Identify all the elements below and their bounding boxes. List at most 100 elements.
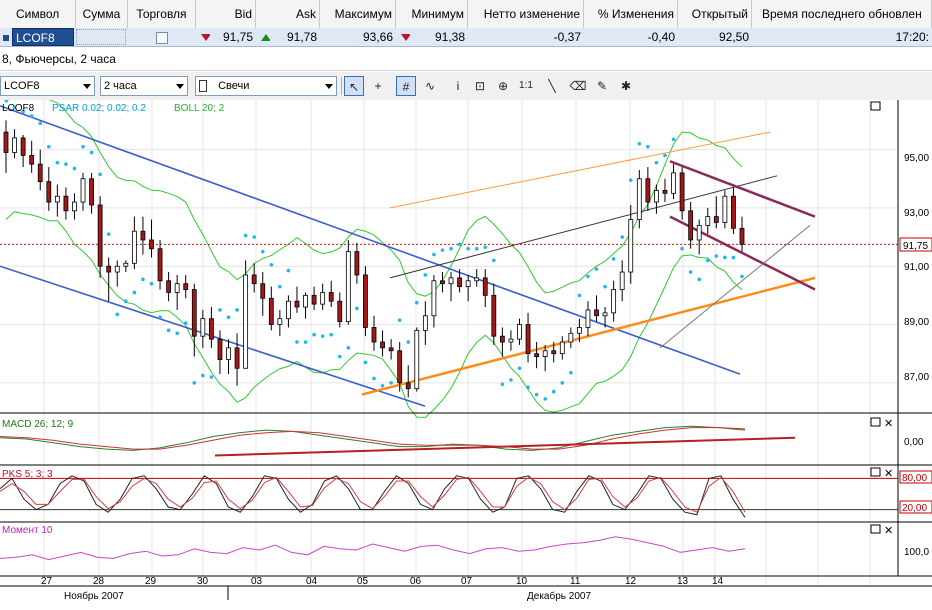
col-header-net-change[interactable]: Нетто изменение	[468, 0, 584, 28]
chevron-down-icon	[325, 84, 333, 89]
candle-body	[594, 309, 599, 317]
candle-body	[499, 335, 505, 343]
trendline	[214, 436, 796, 457]
close-pane-icon[interactable]: ✕	[884, 467, 893, 480]
chart-canvas[interactable]: LCOF8 PSAR 0.02; 0.02; 0.2 BOLL 20; 2 MA…	[0, 100, 932, 610]
legend-symbol[interactable]: LCOF8	[2, 103, 35, 114]
one-to-one-icon[interactable]: 1:1	[519, 80, 533, 91]
col-header-open[interactable]: Открытый	[678, 0, 752, 28]
psar-dot	[278, 284, 282, 289]
maximize-pane-icon[interactable]	[870, 417, 881, 427]
trendline	[659, 224, 811, 349]
psar-dot	[509, 378, 513, 382]
legend-momentum[interactable]: Момент 10	[2, 525, 53, 536]
pks-panel[interactable]	[0, 475, 898, 518]
maximize-pane-icon[interactable]	[870, 524, 881, 534]
price-panel[interactable]	[0, 100, 898, 418]
col-header-ask[interactable]: Ask	[256, 0, 320, 28]
psar-dot	[46, 144, 51, 149]
psar-dot	[175, 331, 179, 336]
psar-dot	[64, 162, 68, 166]
candle-body	[431, 280, 437, 317]
psar-dot	[252, 235, 256, 239]
time-axis: 27 28 29 30 03 04 05 06 07 10 11 12 13 14	[41, 576, 724, 587]
psar-dot	[654, 160, 659, 165]
legend-psar[interactable]: PSAR 0.02; 0.02; 0.2	[52, 103, 146, 114]
legend-boll[interactable]: BOLL 20; 2	[174, 103, 225, 114]
amount-cell[interactable]	[76, 29, 126, 45]
candle-body	[491, 294, 497, 337]
info-icon[interactable]: i	[456, 79, 460, 93]
month-label: Декабрь 2007	[527, 590, 591, 602]
candles-icon	[199, 80, 207, 93]
quote-row[interactable]: LCOF8 91,75 91,78 93,66 91,38 -0,37 -0,4…	[0, 28, 932, 47]
macd-panel[interactable]	[0, 425, 796, 457]
zoom-icon[interactable]: ⊕	[497, 79, 509, 93]
col-header-high[interactable]: Максимум	[320, 0, 396, 28]
col-header-amount[interactable]: Сумма	[76, 0, 128, 28]
col-header-low[interactable]: Минимум	[396, 0, 468, 28]
col-header-symbol[interactable]: Символ	[0, 0, 76, 28]
maximize-pane-icon[interactable]	[870, 101, 881, 111]
psar-dot	[440, 248, 445, 252]
candle-body	[457, 277, 462, 288]
candle-body	[525, 324, 531, 355]
series-line	[0, 476, 746, 513]
legend-pks[interactable]: PKS 5; 3; 3	[2, 469, 53, 480]
candle-body	[277, 318, 283, 325]
pct-change-value: -0,40	[647, 30, 675, 44]
candle-body	[286, 300, 291, 320]
candle-body	[12, 137, 17, 153]
chart-type-combo[interactable]: Свечи	[195, 76, 337, 96]
psar-dot	[705, 258, 710, 263]
close-pane-icon[interactable]: ✕	[884, 524, 893, 537]
psar-dot	[474, 246, 479, 251]
candle-body	[243, 274, 249, 369]
row-expander[interactable]	[0, 28, 12, 46]
x-tick-label: 13	[677, 576, 689, 587]
psar-dot	[414, 300, 419, 305]
psar-dot	[432, 252, 436, 257]
eraser-icon[interactable]: ⌫	[569, 79, 587, 93]
psar-dot	[38, 121, 43, 126]
line-tool-icon[interactable]: ╲	[548, 79, 556, 93]
indicator-icon[interactable]: ∿	[424, 79, 436, 93]
psar-dot	[235, 308, 239, 312]
candle-body	[268, 297, 274, 325]
psar-dot	[594, 267, 599, 271]
legend-macd[interactable]: MACD 26; 12; 9	[2, 419, 74, 430]
candle-body	[636, 178, 642, 220]
x-tick-label: 05	[357, 576, 369, 587]
zoom-window-icon[interactable]: ⊡	[474, 79, 486, 93]
psar-dot	[569, 370, 573, 375]
psar-dot	[671, 137, 676, 142]
trade-checkbox[interactable]	[156, 32, 168, 44]
candle-body	[294, 300, 300, 308]
cursor-icon[interactable]: ↖	[344, 76, 364, 96]
last-price-box	[899, 237, 932, 252]
symbol-cell[interactable]: LCOF8	[12, 28, 74, 46]
col-header-bid[interactable]: Bid	[196, 0, 256, 28]
symbol-combo[interactable]: LCOF8	[0, 76, 95, 96]
psar-dot	[611, 257, 616, 261]
axes	[0, 100, 932, 600]
chart-background	[0, 100, 932, 610]
settings-icon[interactable]: ✎	[596, 79, 608, 93]
crosshair-icon[interactable]: +	[374, 79, 382, 93]
candle-body	[345, 251, 351, 323]
maximize-pane-icon[interactable]	[870, 467, 881, 477]
col-header-last-update[interactable]: Время последнего обновлен	[752, 0, 932, 28]
last-price-label: 91,75	[903, 241, 928, 252]
col-header-pct-change[interactable]: % Изменения	[584, 0, 678, 28]
psar-dot	[423, 273, 428, 277]
interval-combo[interactable]: 2 часа	[100, 76, 188, 96]
col-header-trade[interactable]: Торговля	[128, 0, 196, 28]
candle-body	[448, 277, 454, 285]
high-value: 93,66	[362, 30, 393, 44]
grid-icon[interactable]: #	[396, 76, 416, 96]
close-pane-icon[interactable]: ✕	[884, 417, 893, 430]
trendline	[389, 175, 778, 279]
colors-icon[interactable]: ✱	[620, 79, 632, 93]
momentum-panel[interactable]	[0, 536, 746, 561]
trendline	[389, 131, 771, 209]
